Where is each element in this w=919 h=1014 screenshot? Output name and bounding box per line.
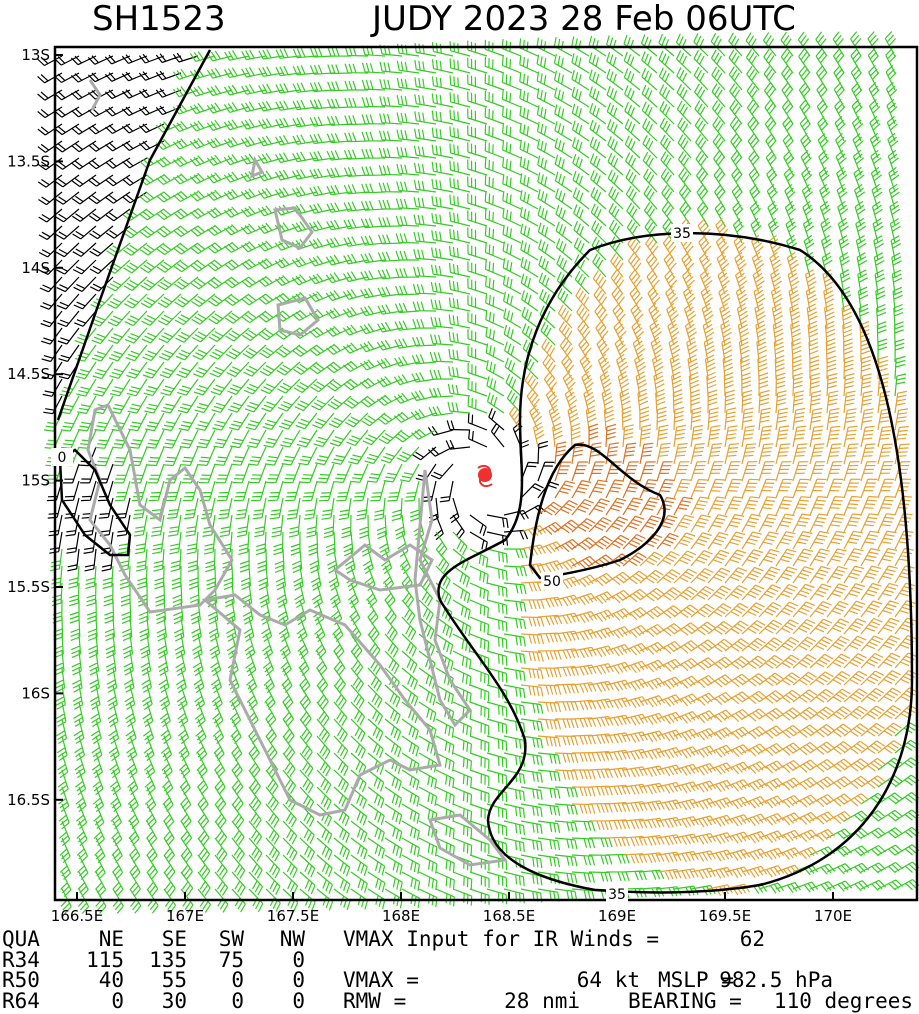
island — [201, 593, 442, 817]
table-cell: 0 — [292, 948, 305, 972]
table-header: NW — [280, 927, 306, 951]
label-bg — [51, 448, 73, 466]
lat-label: 14S — [21, 259, 50, 277]
lat-label: 16.5S — [7, 791, 50, 809]
lat-label: 15S — [21, 472, 50, 490]
lon-label: 167E — [166, 907, 204, 925]
lon-label: 168E — [382, 907, 420, 925]
table-cell: 0 — [292, 968, 305, 992]
contour-label: 35 — [608, 887, 626, 903]
table-header: SE — [162, 927, 187, 951]
table-header: SW — [219, 927, 245, 951]
storm-id: SH1523 — [92, 0, 226, 39]
table-cell: 0 — [111, 989, 124, 1013]
table-cell: 115 — [86, 948, 124, 972]
info-text: MSLP = — [658, 968, 734, 992]
table-cell: 75 — [219, 948, 244, 972]
table-cell: 0 — [292, 989, 305, 1013]
island — [413, 469, 472, 728]
table-cell: 40 — [99, 968, 124, 992]
contour-label: 0 — [58, 450, 67, 466]
lon-label: 169.5E — [699, 907, 751, 925]
table-cell: 0 — [231, 989, 244, 1013]
lon-label: 170E — [814, 907, 852, 925]
info-text: VMAX Input for IR Winds = — [343, 927, 659, 951]
island — [86, 403, 234, 614]
info-text: RMW = — [343, 989, 406, 1013]
lon-label: 167.5E — [267, 907, 319, 925]
table-cell: R64 — [2, 989, 40, 1013]
island — [427, 813, 508, 867]
label-bg — [541, 572, 563, 590]
contour-label: 50 — [543, 574, 561, 590]
table-header: QUA — [2, 927, 40, 951]
info-text: 64 kt — [577, 968, 640, 992]
lat-label: 14.5S — [7, 365, 50, 383]
table-cell: 135 — [149, 948, 187, 972]
lat-label: 15.5S — [7, 578, 50, 596]
title: JUDY 2023 28 Feb 06UTC — [370, 0, 796, 39]
info-text: 110 degrees — [774, 989, 913, 1013]
lat-label: 16S — [21, 684, 50, 702]
axes: 13S 13.5S 14S 14.5S 15S 15.5S 16S 16.5S 166.5E 16… — [7, 46, 852, 925]
lon-label: 166.5E — [51, 907, 103, 925]
coastlines — [86, 79, 508, 867]
info-text: BEARING = — [628, 989, 742, 1013]
info-text: 28 nmi — [504, 989, 580, 1013]
storm-center — [478, 468, 492, 482]
table-cell: R34 — [2, 948, 40, 972]
info-text: 982.5 hPa — [719, 968, 833, 992]
lat-label: 13.5S — [7, 152, 50, 170]
table-cell: 55 — [162, 968, 187, 992]
barb-group — [537, 423, 693, 570]
table-cell: R50 — [2, 968, 40, 992]
storm-symbol — [477, 464, 493, 488]
contour — [56, 49, 212, 421]
contour-label: 35 — [673, 226, 691, 242]
island — [332, 543, 434, 592]
contours — [56, 49, 914, 894]
table-header: NE — [99, 927, 124, 951]
lat-label: 13S — [21, 46, 50, 64]
contour-labels: 35 50 35 0 — [51, 224, 693, 903]
lon-label: 168.5E — [483, 907, 535, 925]
label-bg — [671, 224, 693, 242]
label-bg — [606, 885, 628, 903]
info-text: 62 — [740, 927, 765, 951]
info-text: VMAX = — [343, 968, 419, 992]
contour — [528, 443, 666, 580]
island — [88, 79, 320, 337]
table-cell: 0 — [231, 968, 244, 992]
lon-label: 169E — [598, 907, 636, 925]
map-frame — [53, 45, 919, 902]
contour — [437, 231, 914, 894]
contour — [58, 448, 132, 557]
table-cell: 30 — [162, 989, 187, 1013]
